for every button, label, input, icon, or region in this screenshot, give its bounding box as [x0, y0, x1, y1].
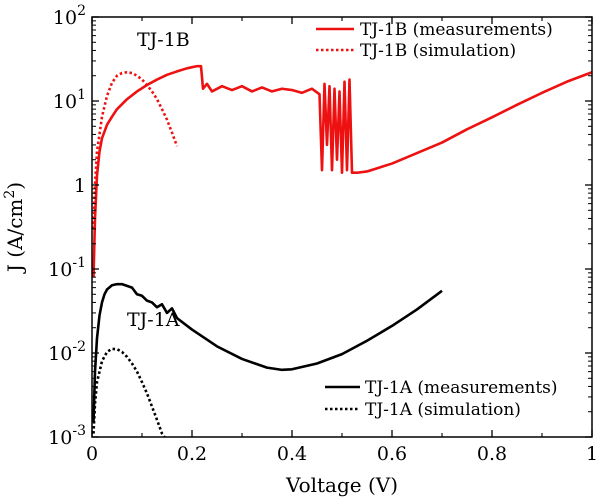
legend-label-tj-1b-measurements: TJ-1B (measurements) [360, 20, 553, 40]
y-axis-title-main: J (A/cm [3, 199, 27, 275]
axis-tick-labels: 0 0.2 0.4 0.6 0.8 1 102 101 1 10-1 10-2 10-3 [48, 3, 598, 465]
legend-label-tj-1b-simulation: TJ-1B (simulation) [360, 41, 516, 61]
y-tick-label: 1 [74, 175, 86, 197]
legend-label-tj-1a-simulation: TJ-1A (simulation) [365, 400, 521, 420]
x-tick-label: 0.8 [477, 443, 507, 465]
x-tick-label: 0.6 [377, 443, 407, 465]
plot-frame [91, 16, 593, 438]
y-tick-label: 10-3 [48, 423, 86, 449]
x-tick-label: 0 [86, 443, 98, 465]
annotation-tj-1b: TJ-1B [137, 29, 190, 51]
y-tick-label: 102 [53, 3, 86, 29]
x-tick-label: 0.4 [277, 443, 307, 465]
series-tj-1b-simulation [92, 70, 179, 229]
axis-ticks [91, 16, 593, 438]
y-axis-title: J (A/cm2) [2, 182, 27, 274]
y-tick-label: 10-1 [48, 255, 86, 281]
legend-tj-1a: TJ-1A (measurements) TJ-1A (simulation) [325, 378, 558, 420]
y-tick-label: 10-2 [48, 339, 86, 365]
x-axis-title: Voltage (V) [285, 473, 398, 497]
series-tj-1a-measurements [92, 282, 443, 423]
y-tick-label: 101 [53, 87, 86, 113]
x-tick-label: 1 [586, 443, 598, 465]
x-tick-label: 0.2 [177, 443, 207, 465]
y-axis-title-end: ) [3, 182, 27, 190]
legend-label-tj-1a-measurements: TJ-1A (measurements) [365, 378, 558, 398]
plot-lines [92, 64, 593, 438]
legend-tj-1b: TJ-1B (measurements) TJ-1B (simulation) [316, 20, 553, 61]
annotation-tj-1a: TJ-1A [127, 309, 180, 331]
series-tj-1a-simulation [92, 347, 166, 438]
y-axis-title-sup: 2 [2, 190, 18, 199]
series-tj-1b-measurements [92, 64, 593, 278]
